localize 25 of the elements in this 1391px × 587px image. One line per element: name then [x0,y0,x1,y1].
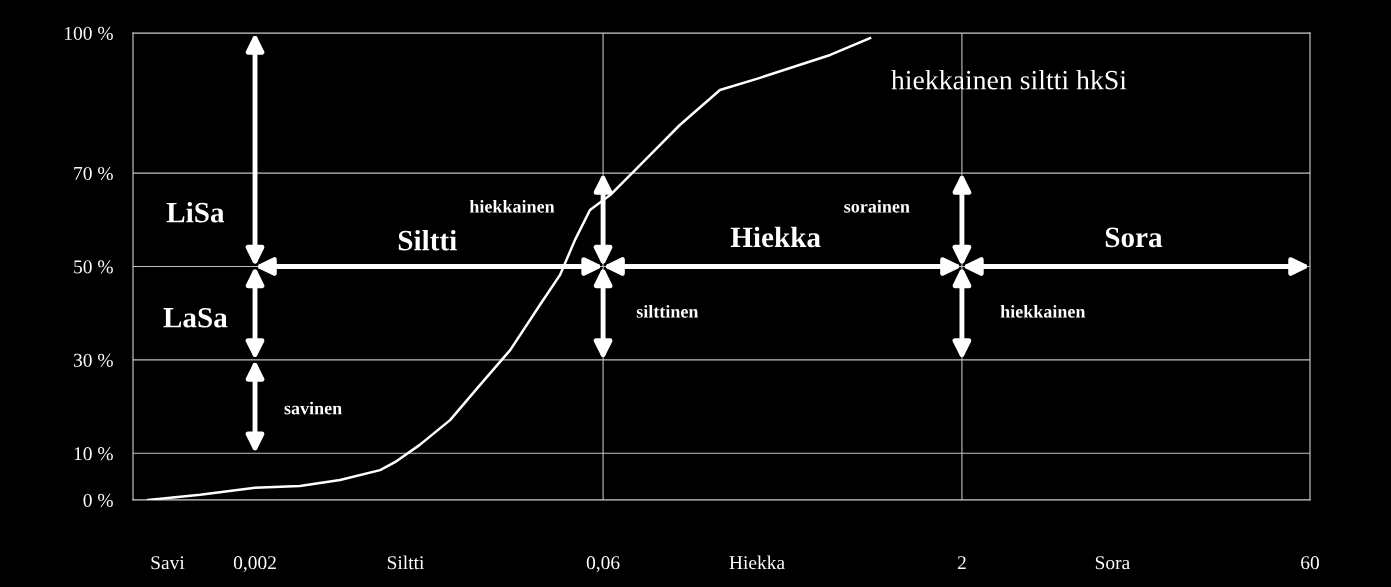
series-label: hiekkainen siltti hkSi [891,69,1127,90]
x-tick-label: Hiekka [729,555,785,570]
annotation: Sora [1105,227,1163,248]
x-tick-label: Siltti [387,555,425,570]
y-tick-label: 100 % [65,26,113,40]
annotation: silttinen [636,305,699,318]
x-tick-label: 0,06 [586,556,620,573]
y-tick-label: 10 % [74,447,113,461]
y-tick-label: 0 % [83,493,113,507]
annotation: hiekkainen [469,199,555,213]
annotation: sorainen [844,199,910,213]
x-tick-label: 2 [957,556,966,570]
x-tick-label: 0,002 [233,556,276,573]
annotation: LaSa [163,307,228,328]
x-tick-label: Savi [151,556,185,570]
x-tick-label: 60 [1301,556,1319,570]
annotation: savinen [284,401,342,415]
y-tick-label: 70 % [74,166,113,181]
annotation: Siltti [398,229,457,251]
annotation: hiekkainen [1000,305,1086,318]
y-tick-label: 30 % [73,353,113,367]
annotation: LiSa [166,201,225,223]
y-tick-label: 50 % [74,260,113,274]
x-tick-label: Sora [1095,556,1130,570]
annotation: Hiekka [730,226,821,248]
